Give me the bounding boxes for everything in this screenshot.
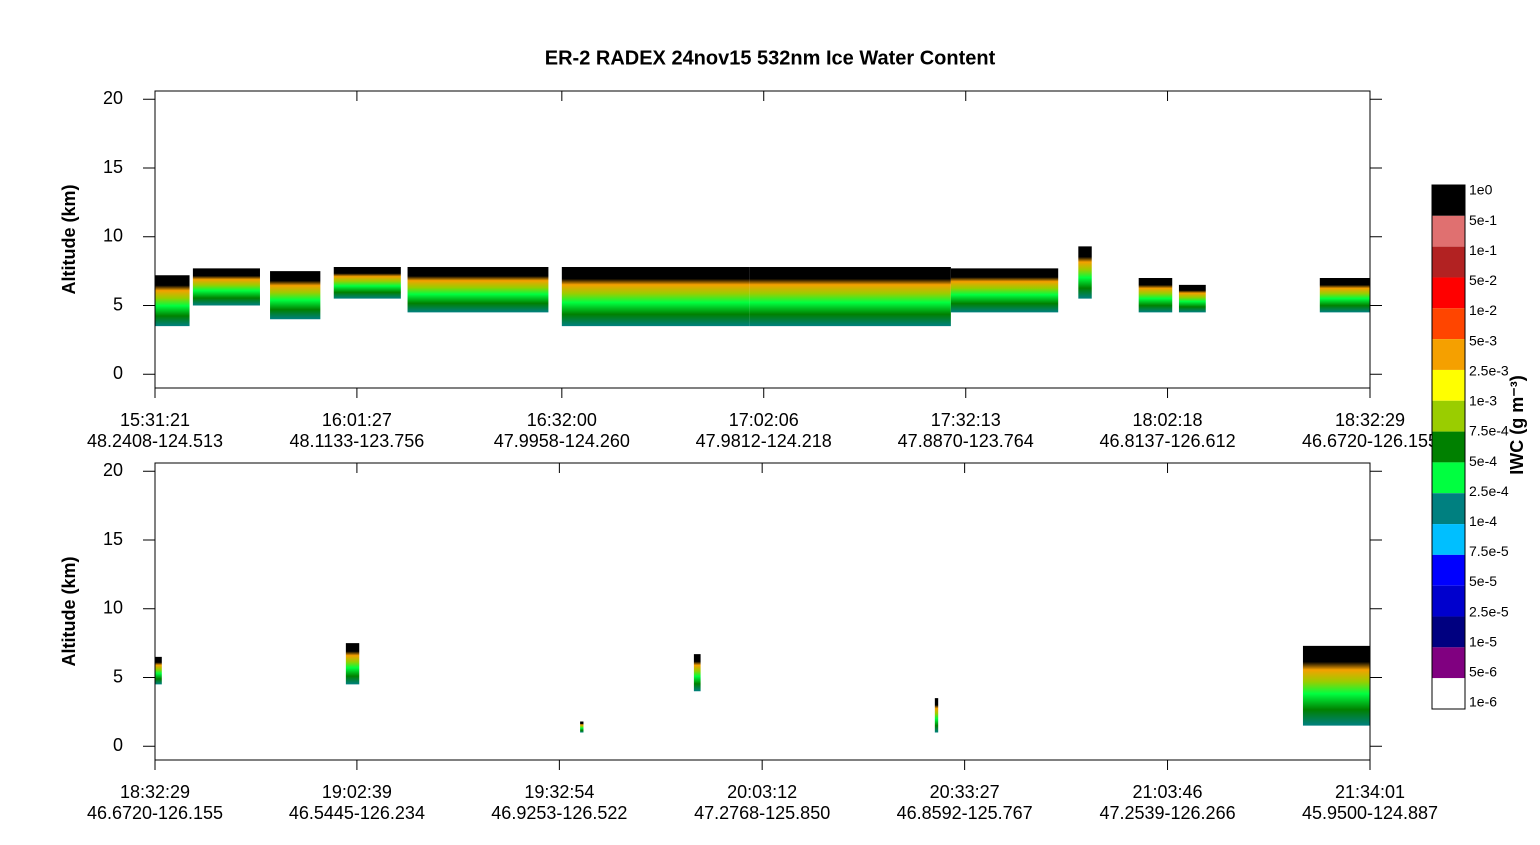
x-tick-label: 15:31:21 <box>120 410 190 430</box>
x-tick-label: 17:32:13 <box>931 410 1001 430</box>
cloud-segment <box>561 267 750 327</box>
colorbar-tick-label: 1e-4 <box>1469 513 1497 529</box>
colorbar-swatch <box>1432 215 1465 247</box>
cloud-segment <box>407 267 549 313</box>
colorbar-swatch <box>1432 647 1465 679</box>
x-tick-position: 47.9812-124.218 <box>696 431 832 451</box>
colorbar-tick-label: 2.5e-4 <box>1469 483 1509 499</box>
y-tick-label: 5 <box>113 294 123 314</box>
colorbar-tick-label: 1e-2 <box>1469 302 1497 318</box>
colorbar-tick-label: 7.5e-5 <box>1469 543 1509 559</box>
x-tick-position: 46.6720-126.155 <box>1302 431 1438 451</box>
x-tick-label: 17:02:06 <box>729 410 799 430</box>
colorbar-tick-label: 5e-5 <box>1469 573 1497 589</box>
colorbar-tick-label: 1e-1 <box>1469 242 1497 258</box>
colorbar-swatch <box>1432 585 1465 617</box>
colorbar-swatch <box>1432 308 1465 340</box>
x-tick-position: 47.2539-126.266 <box>1099 803 1235 823</box>
colorbar-swatch <box>1432 524 1465 555</box>
cloud-segment <box>693 654 701 692</box>
x-tick-label: 19:32:54 <box>524 782 594 802</box>
y-axis-title: Altitude (km) <box>59 184 79 294</box>
x-tick-position: 46.8137-126.612 <box>1099 431 1235 451</box>
colorbar-swatch <box>1432 554 1465 586</box>
y-axis-title: Altitude (km) <box>59 556 79 666</box>
plot-frame <box>154 90 1371 389</box>
y-tick-label: 10 <box>103 598 123 618</box>
y-tick-label: 15 <box>103 157 123 177</box>
cloud-segment <box>1078 246 1092 299</box>
cloud-segment <box>1319 278 1370 313</box>
colorbar-tick-label: 5e-4 <box>1469 453 1497 469</box>
x-tick-label: 18:32:29 <box>1335 410 1405 430</box>
y-tick-label: 5 <box>113 666 123 686</box>
x-tick-label: 19:02:39 <box>322 782 392 802</box>
cloud-segment <box>345 643 360 685</box>
chart-title: ER-2 RADEX 24nov15 532nm Ice Water Conte… <box>545 47 996 69</box>
x-tick-label: 20:03:12 <box>727 782 797 802</box>
x-tick-label: 18:32:29 <box>120 782 190 802</box>
x-tick-position: 46.8592-125.767 <box>897 803 1033 823</box>
colorbar-swatch <box>1432 246 1465 278</box>
colorbar-swatch <box>1432 616 1465 648</box>
x-tick-position: 46.6720-126.155 <box>87 803 223 823</box>
colorbar-swatch <box>1432 369 1465 401</box>
colorbar-swatch <box>1432 400 1465 432</box>
cloud-segment <box>934 698 939 733</box>
cloud-segment <box>155 656 162 685</box>
colorbar-swatch <box>1432 339 1465 370</box>
cloud-segment <box>1138 278 1173 313</box>
y-tick-label: 10 <box>103 226 123 246</box>
x-tick-position: 46.5445-126.234 <box>289 803 425 823</box>
x-tick-label: 21:34:01 <box>1335 782 1405 802</box>
y-tick-label: 15 <box>103 529 123 549</box>
colorbar-frame <box>1431 184 1466 710</box>
colorbar-tick-label: 5e-2 <box>1469 272 1497 288</box>
colorbar-tick-label: 2.5e-3 <box>1469 362 1509 378</box>
cloud-segment <box>580 721 584 733</box>
x-tick-label: 16:01:27 <box>322 410 392 430</box>
y-tick-label: 20 <box>103 88 123 108</box>
cloud-segment <box>1302 645 1370 726</box>
colorbar-tick-label: 5e-1 <box>1469 212 1497 228</box>
cloud-segment <box>1178 284 1206 313</box>
plot-frame <box>154 462 1371 761</box>
colorbar-title: IWC (g m⁻³) <box>1507 375 1527 474</box>
x-tick-position: 47.8870-123.764 <box>898 431 1034 451</box>
x-tick-position: 47.2768-125.850 <box>694 803 830 823</box>
colorbar-swatch <box>1432 277 1465 309</box>
y-tick-label: 0 <box>113 363 123 383</box>
colorbar-swatch <box>1432 493 1465 525</box>
cloud-segment <box>749 267 951 327</box>
x-tick-label: 20:33:27 <box>930 782 1000 802</box>
cloud-segment <box>270 271 321 320</box>
colorbar-tick-label: 5e-6 <box>1469 664 1497 680</box>
x-tick-position: 47.9958-124.260 <box>494 431 630 451</box>
colorbar-tick-label: 7.5e-4 <box>1469 423 1509 439</box>
x-tick-position: 45.9500-124.887 <box>1302 803 1438 823</box>
cloud-segment <box>192 268 260 306</box>
y-tick-label: 20 <box>103 460 123 480</box>
colorbar-tick-label: 5e-3 <box>1469 332 1497 348</box>
cloud-segment <box>333 267 401 299</box>
colorbar-tick-label: 1e-5 <box>1469 633 1497 649</box>
x-tick-label: 16:32:00 <box>527 410 597 430</box>
colorbar-tick-label: 1e-6 <box>1469 694 1497 710</box>
x-tick-position: 46.9253-126.522 <box>491 803 627 823</box>
cloud-segment <box>155 275 190 327</box>
x-tick-position: 48.1133-123.756 <box>290 431 425 451</box>
colorbar-swatch <box>1432 678 1465 709</box>
colorbar-swatch <box>1432 462 1465 494</box>
y-tick-label: 0 <box>113 735 123 755</box>
cloud-segment <box>950 268 1059 313</box>
x-tick-label: 21:03:46 <box>1132 782 1202 802</box>
colorbar-tick-label: 1e-3 <box>1469 393 1497 409</box>
colorbar-tick-label: 1e0 <box>1469 182 1493 198</box>
colorbar-tick-label: 2.5e-5 <box>1469 603 1509 619</box>
x-tick-position: 48.2408-124.513 <box>87 431 223 451</box>
colorbar-swatch <box>1432 185 1465 216</box>
x-tick-label: 18:02:18 <box>1132 410 1202 430</box>
colorbar-swatch <box>1432 431 1465 463</box>
